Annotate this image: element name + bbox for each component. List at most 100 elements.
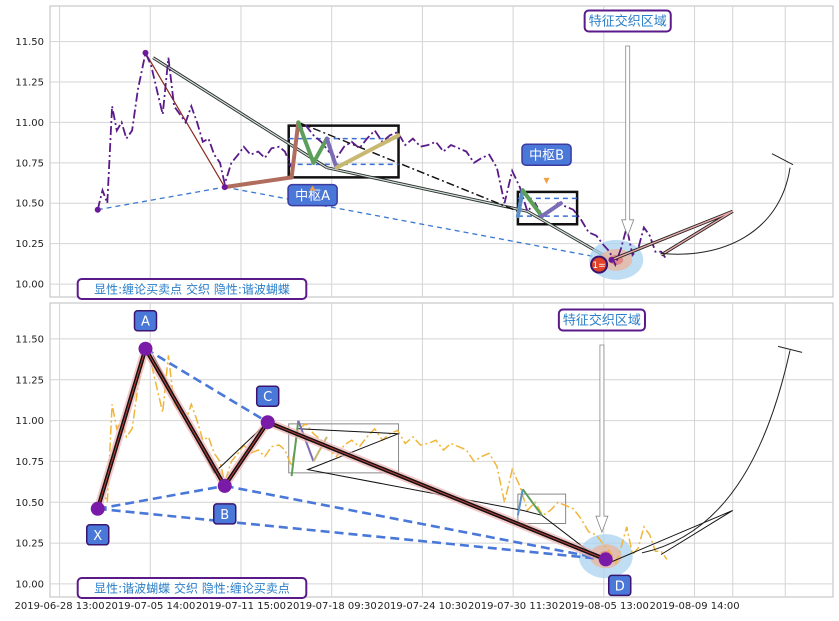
projection-inner bbox=[611, 210, 734, 261]
top-ytick-label: 10.50 bbox=[15, 199, 44, 210]
bottom-projection-cap bbox=[777, 345, 803, 353]
harmonic-label-box-D bbox=[607, 574, 632, 597]
blue-dashed-line-4 bbox=[97, 186, 225, 211]
x-tick-label-0: 2019-06-28 13:00 bbox=[14, 601, 104, 612]
projection-curve bbox=[661, 167, 791, 255]
harmonic-label-box-C bbox=[255, 385, 280, 407]
bottom-feature-label: 特征交织区域 bbox=[563, 313, 641, 329]
harmonic-point-D bbox=[598, 552, 613, 567]
zhongshu-a-label-box bbox=[287, 183, 338, 207]
bi-segment-4 bbox=[324, 136, 339, 170]
x-tick-label-7: 2019-08-09 14:00 bbox=[649, 601, 739, 612]
top-feature-label: 特征交织区域 bbox=[589, 14, 667, 30]
bottom-feature-arrow bbox=[595, 344, 609, 534]
x-tick-label-6: 2019-08-05 13:00 bbox=[559, 601, 649, 612]
pivot-point-2 bbox=[142, 49, 149, 56]
pivot-point-1 bbox=[221, 184, 228, 191]
harmonic-label-B: B bbox=[220, 508, 229, 523]
zhongshu-a-arrow bbox=[309, 185, 316, 191]
bottom-bi-segment-0 bbox=[290, 420, 300, 477]
top-ytick-label: 10.75 bbox=[15, 158, 44, 169]
bottom-ytick-label: 10.00 bbox=[15, 579, 44, 590]
top-ytick-label: 11.00 bbox=[15, 118, 44, 129]
harmonic-point-C bbox=[260, 415, 275, 430]
projection-curve-cap bbox=[771, 153, 794, 166]
bottom-bi-segment-2 bbox=[312, 436, 328, 462]
x-tick-label-4: 2019-07-24 10:30 bbox=[377, 601, 467, 612]
bottom-plot-area bbox=[49, 302, 834, 598]
harmonic-dashed-line-2 bbox=[144, 347, 269, 424]
bi-segment-3 bbox=[311, 136, 329, 165]
top-panel: 10.00 10.25 10.50 10.75 11.00 11.25 11.50 1= 中枢A… bbox=[15, 5, 834, 300]
pivot-point-0 bbox=[94, 206, 101, 213]
pivot-point-3 bbox=[608, 256, 615, 263]
x-tick-label-2: 2019-07-11 15:00 bbox=[196, 601, 286, 612]
zhongshu-b-label-box bbox=[521, 143, 572, 166]
buy-point-marker bbox=[590, 255, 609, 274]
bottom-ytick-label: 11.25 bbox=[15, 375, 44, 386]
bottom-projection-curve bbox=[641, 350, 791, 554]
bottom-zhongshu-box-1 bbox=[517, 493, 567, 525]
harmonic-label-C: C bbox=[263, 390, 272, 405]
top-ytick-label: 10.25 bbox=[15, 239, 44, 250]
top-ytick-label: 10.00 bbox=[15, 280, 44, 291]
bottom-ytick-label: 10.50 bbox=[15, 498, 44, 509]
xd-line-inner-0 bbox=[152, 57, 328, 169]
bottom-ytick-label: 10.75 bbox=[15, 457, 44, 468]
top-ytick-label: 11.25 bbox=[15, 77, 44, 88]
bottom-panel: 10.00 10.25 10.50 10.75 11.00 11.25 11.50 X A B C D… bbox=[15, 302, 834, 599]
zhongshu-box-0 bbox=[287, 124, 400, 179]
harmonic-label-X: X bbox=[93, 529, 102, 544]
harmonic-leg-inner-0 bbox=[97, 348, 146, 509]
dashdot-line-3 bbox=[298, 121, 519, 212]
harmonic-leg-inner-2 bbox=[224, 421, 269, 487]
bottom-ytick-label: 11.00 bbox=[15, 416, 44, 427]
bottom-ytick-label: 11.50 bbox=[15, 334, 44, 345]
bottom-zhongshu-box-0 bbox=[288, 423, 400, 474]
buy-point-label: 1= bbox=[592, 261, 605, 271]
harmonic-label-box-X bbox=[85, 524, 110, 546]
x-tick-label-1: 2019-07-05 14:00 bbox=[105, 601, 195, 612]
bi-segment-1 bbox=[289, 120, 301, 180]
bi-segment-6 bbox=[515, 188, 525, 219]
bottom-xd-line-2 bbox=[298, 428, 733, 565]
top-legend-label: 显性:缠论买卖点 交织 隐性:谐波蝴蝶 bbox=[94, 281, 290, 296]
xd-line-inner-1 bbox=[326, 167, 528, 212]
bottom-bi-segment-3 bbox=[516, 489, 524, 516]
top-legend-label-box bbox=[76, 278, 308, 300]
x-tick-label-3: 2019-07-18 09:30 bbox=[287, 601, 377, 612]
harmonic-label-box-A bbox=[133, 309, 158, 332]
bottom-feature-label-box bbox=[557, 308, 646, 332]
top-ytick-label: 11.50 bbox=[15, 37, 44, 48]
harmonic-label-A: A bbox=[141, 315, 150, 330]
bi-segment-7 bbox=[520, 188, 544, 219]
ab-thin-line bbox=[144, 52, 226, 188]
harmonic-point-B bbox=[217, 478, 232, 493]
top-feature-arrow bbox=[621, 45, 635, 237]
x-axis: 2019-06-28 13:00 2019-07-05 14:00 2019-07-… bbox=[14, 601, 739, 612]
harmonic-dashed-line-4 bbox=[224, 484, 606, 561]
zhongshu-b-label: 中枢B bbox=[529, 148, 564, 163]
harmonic-point-X bbox=[90, 501, 105, 516]
bottom-ytick-label: 10.25 bbox=[15, 539, 44, 550]
top-feature-label-box bbox=[583, 9, 672, 33]
bottom-legend-label-box bbox=[76, 577, 308, 599]
harmonic-leg-inner-1 bbox=[145, 348, 226, 487]
harmonic-dashed-line-1 bbox=[97, 484, 225, 511]
harmonic-label-box-B bbox=[212, 503, 237, 525]
harmonic-point-A bbox=[138, 341, 153, 356]
bi-segment-2 bbox=[296, 120, 316, 165]
bottom-bi-segment-4 bbox=[521, 488, 543, 516]
top-plot-area bbox=[49, 5, 834, 298]
harmonic-label-D: D bbox=[615, 579, 625, 594]
bi-segment-5 bbox=[334, 133, 401, 170]
harmonic-dashed-line-3 bbox=[97, 507, 606, 561]
bottom-legend-label: 显性:谐波蝴蝶 交织 隐性:缠论买卖点 bbox=[94, 580, 290, 595]
harmonic-leg-inner-3 bbox=[267, 421, 606, 560]
x-tick-label-5: 2019-07-30 11:30 bbox=[468, 601, 558, 612]
zhongshu-a-label: 中枢A bbox=[295, 189, 330, 204]
bi-segment-0 bbox=[222, 175, 294, 190]
zhongshu-b-arrow bbox=[543, 177, 550, 184]
